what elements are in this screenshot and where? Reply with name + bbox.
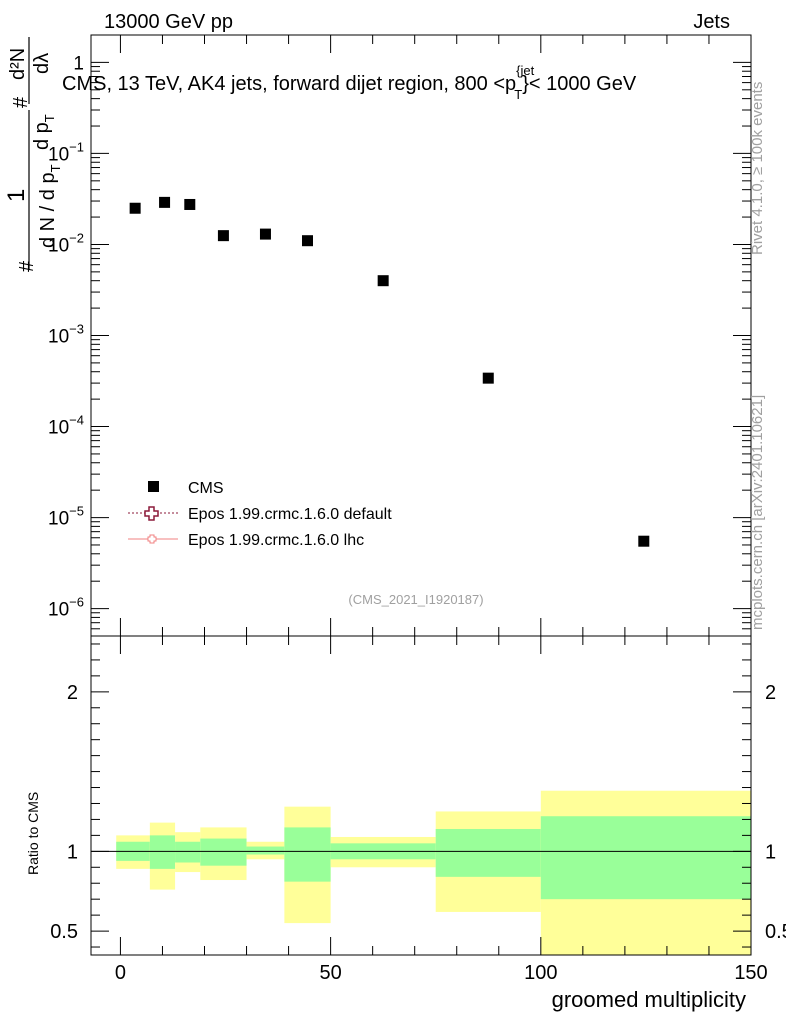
- ratio-y-tick-labels: 0.5 0.5 1 1 2 2: [50, 682, 786, 943]
- ratio-ytick-label-left: 2: [67, 682, 78, 704]
- main-ytick-label: 1: [73, 53, 84, 74]
- legend-cms-label: CMS: [188, 480, 224, 497]
- y-label-dN-dpT: d N / d pT: [37, 164, 63, 248]
- ratio-bands: [116, 790, 751, 955]
- ratio-axis-ticks: [91, 643, 751, 948]
- y-label-d2N: d²N: [7, 48, 29, 80]
- legend-epos-default-marker: [144, 506, 159, 521]
- y-label-dlambda: dλ: [31, 53, 53, 74]
- ratio-band-inner-4: [246, 846, 285, 855]
- ratio-ytick-label-left: 0.5: [50, 921, 78, 943]
- ratio-y-axis-label: Ratio to CMS: [25, 792, 41, 875]
- cms-data-points: [129, 196, 650, 547]
- legend-epos-default-label: Epos 1.99.crmc.1.6.0 default: [188, 506, 392, 523]
- legend-epos-lhc-marker: [147, 534, 157, 544]
- cms-data-point: [259, 228, 271, 240]
- ratio-band-inner-1: [149, 835, 176, 869]
- chart-title-end: }< 1000 GeV: [522, 73, 637, 95]
- legend: CMS Epos 1.99.crmc.1.6.0 default Epos 1.…: [128, 480, 392, 549]
- legend-cms-marker: [148, 481, 159, 492]
- x-tick-label: 100: [524, 962, 557, 984]
- legend-epos-lhc-label: Epos 1.99.crmc.1.6.0 lhc: [188, 532, 364, 549]
- y-label-hash-right: #: [10, 96, 32, 108]
- ratio-band-inner-2: [175, 841, 201, 863]
- category-label: Jets: [693, 11, 730, 33]
- x-axis-ticks: [119, 35, 752, 955]
- main-ytick-label: 10−5: [48, 504, 84, 530]
- rivet-version-label: Rivet 4.1.0, ≥ 100k events: [749, 82, 766, 255]
- main-axis-ticks: [91, 34, 751, 637]
- x-tick-labels: 0 50 100 150: [115, 962, 768, 984]
- cms-data-point: [129, 202, 141, 214]
- y-label-hash-left: #: [16, 260, 38, 272]
- x-tick-label: 0: [115, 962, 126, 984]
- ratio-ytick-label-right: 1: [765, 841, 776, 863]
- cms-data-point: [377, 275, 389, 287]
- main-ytick-label: 10−3: [48, 322, 84, 348]
- chart-title-main: CMS, 13 TeV, AK4 jets, forward dijet reg…: [62, 73, 516, 95]
- ratio-ytick-label-right: 0.5: [765, 921, 786, 943]
- x-tick-label: 150: [734, 962, 767, 984]
- cms-data-point: [217, 230, 229, 242]
- ratio-band-inner-7: [435, 828, 541, 877]
- chart-title-sub: T: [514, 87, 522, 102]
- y-label-dpT: d pT: [31, 114, 57, 150]
- cms-data-point: [638, 535, 650, 547]
- main-ytick-label: 10−1: [48, 139, 84, 165]
- ratio-band-inner-5: [284, 827, 331, 882]
- cms-data-point: [159, 196, 171, 208]
- ratio-ytick-label-left: 1: [67, 841, 78, 863]
- mcplots-label: mcplots.cern.ch [arXiv:2401.10621]: [749, 395, 766, 630]
- x-axis-label: groomed multiplicity: [552, 987, 746, 1012]
- main-ytick-label: 10−4: [48, 413, 84, 439]
- chart-title-sup: {jet: [516, 63, 534, 78]
- ratio-band-inner-3: [200, 838, 247, 866]
- ratio-frame: [90, 635, 752, 956]
- chart-title: CMS, 13 TeV, AK4 jets, forward dijet reg…: [62, 63, 637, 102]
- analysis-watermark: (CMS_2021_I1920187): [348, 592, 483, 607]
- energy-label: 13000 GeV pp: [104, 11, 233, 33]
- main-y-tick-labels: 1 10−1 10−2 10−3 10−4 10−5 10−6: [48, 53, 84, 620]
- ratio-ytick-label-right: 2: [765, 682, 776, 704]
- cms-data-point: [184, 198, 196, 210]
- main-y-axis-label: # 1 d N / d pT # d²N d pT dλ: [3, 37, 63, 272]
- x-tick-label: 50: [319, 962, 341, 984]
- cms-data-point: [301, 235, 313, 247]
- main-ytick-label: 10−2: [48, 230, 84, 256]
- y-label-one: 1: [3, 189, 30, 202]
- ratio-band-inner-8: [540, 816, 751, 900]
- cms-data-point: [482, 372, 494, 384]
- main-ytick-label: 10−6: [48, 595, 84, 621]
